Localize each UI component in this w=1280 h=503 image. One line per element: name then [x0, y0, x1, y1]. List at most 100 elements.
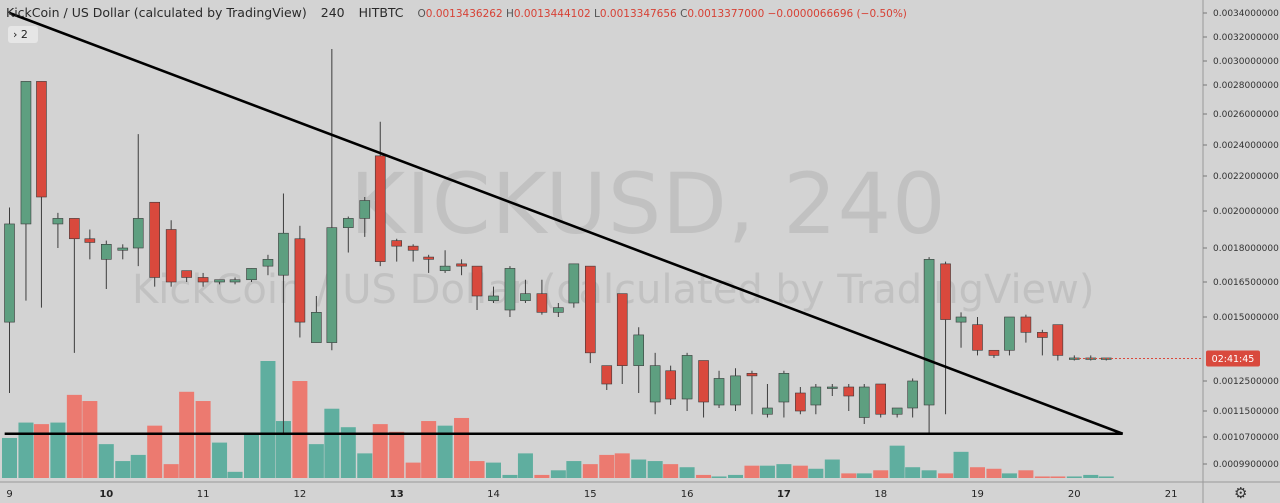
candle[interactable]	[36, 81, 47, 198]
volume-bar	[98, 444, 114, 478]
volume-bar	[550, 470, 566, 478]
volume-bar	[389, 431, 405, 478]
candle[interactable]	[665, 370, 676, 400]
candle[interactable]	[165, 229, 177, 283]
candle[interactable]	[810, 386, 822, 406]
candle[interactable]	[69, 218, 80, 240]
candle[interactable]	[762, 407, 773, 415]
candle[interactable]	[730, 375, 741, 406]
candle[interactable]	[1020, 316, 1032, 333]
candle[interactable]	[843, 386, 855, 397]
candle[interactable]	[311, 312, 322, 343]
candle[interactable]	[326, 227, 338, 343]
candle[interactable]	[955, 316, 967, 323]
candle[interactable]	[342, 218, 354, 228]
candle[interactable]	[972, 324, 983, 351]
candle[interactable]	[649, 365, 661, 403]
candle[interactable]	[940, 263, 951, 320]
candle[interactable]	[795, 392, 806, 412]
candle[interactable]	[471, 265, 483, 297]
volume-bar	[115, 461, 131, 478]
candle[interactable]	[262, 259, 274, 267]
candle[interactable]	[374, 155, 386, 262]
candle[interactable]	[520, 293, 531, 301]
volume-bar	[986, 468, 1002, 478]
volume-bar	[711, 476, 727, 478]
candle[interactable]	[698, 360, 709, 403]
candle[interactable]	[439, 265, 451, 271]
symbol-name[interactable]: KickCoin / US Dollar (calculated by Trad…	[6, 5, 307, 20]
volume-bar	[340, 427, 356, 478]
candle[interactable]	[713, 378, 725, 406]
candle[interactable]	[488, 295, 499, 301]
y-tick-label: 0.0028000000	[1213, 81, 1279, 91]
candle[interactable]	[568, 263, 580, 304]
volume-bar	[776, 464, 792, 478]
volume-bar	[1001, 473, 1017, 478]
indicators-toggle-button[interactable]: › 2	[8, 26, 38, 43]
interval-label[interactable]: 240	[320, 5, 345, 20]
candle[interactable]	[1004, 316, 1015, 351]
candle[interactable]	[359, 200, 371, 219]
candle[interactable]	[746, 373, 758, 377]
volume-bar	[195, 401, 211, 478]
candle[interactable]	[891, 407, 903, 415]
candle[interactable]	[181, 270, 192, 278]
volume-bar	[921, 470, 937, 478]
candle[interactable]	[616, 293, 628, 366]
candle[interactable]	[1052, 324, 1064, 356]
x-tick-label: 16	[681, 489, 694, 500]
candle[interactable]	[294, 238, 306, 323]
volume-bar	[792, 465, 808, 478]
candle[interactable]	[101, 244, 112, 260]
gear-icon[interactable]: ⚙	[1234, 484, 1248, 502]
descending-trendline[interactable]	[9, 11, 1124, 435]
candle[interactable]	[391, 240, 403, 247]
candle[interactable]	[778, 373, 790, 403]
candle[interactable]	[584, 265, 596, 354]
candle[interactable]	[20, 81, 32, 225]
candle[interactable]	[407, 245, 419, 251]
candle[interactable]	[681, 355, 693, 400]
volume-bar	[679, 467, 695, 478]
candle[interactable]	[117, 247, 129, 251]
candle[interactable]	[907, 380, 918, 409]
candle[interactable]	[4, 223, 15, 323]
y-tick-label: 0.0022000000	[1213, 172, 1279, 182]
candle[interactable]	[536, 293, 548, 313]
candle[interactable]	[1037, 332, 1048, 338]
candle[interactable]	[826, 386, 838, 389]
candle[interactable]	[1069, 357, 1080, 360]
volume-bar	[873, 470, 889, 478]
candle[interactable]	[601, 365, 613, 385]
candle[interactable]	[132, 218, 144, 249]
candle[interactable]	[456, 263, 467, 267]
low-value: 0.0013347656	[599, 8, 677, 20]
candle[interactable]	[923, 259, 935, 406]
candle[interactable]	[1100, 357, 1112, 360]
y-tick-label: 0.0034000000	[1213, 9, 1279, 19]
y-tick-label: 0.0024000000	[1213, 141, 1279, 151]
candle[interactable]	[246, 268, 257, 281]
y-tick-label: 0.0016500000	[1213, 278, 1279, 288]
volume-bar	[534, 474, 550, 478]
candle[interactable]	[197, 277, 209, 283]
candle[interactable]	[504, 268, 516, 311]
candle[interactable]	[423, 256, 434, 260]
candle[interactable]	[633, 334, 645, 366]
candle[interactable]	[988, 349, 1000, 356]
candle[interactable]	[875, 383, 887, 415]
volume-bar	[275, 421, 291, 478]
candle[interactable]	[278, 232, 289, 276]
candle[interactable]	[858, 386, 870, 418]
candle[interactable]	[229, 279, 241, 283]
candle[interactable]	[214, 279, 225, 283]
volume-bar	[953, 451, 969, 478]
candle[interactable]	[553, 307, 564, 313]
candle[interactable]	[52, 218, 64, 225]
x-tick-label: 14	[487, 489, 500, 500]
candle[interactable]	[149, 201, 160, 278]
candle[interactable]	[84, 238, 96, 243]
